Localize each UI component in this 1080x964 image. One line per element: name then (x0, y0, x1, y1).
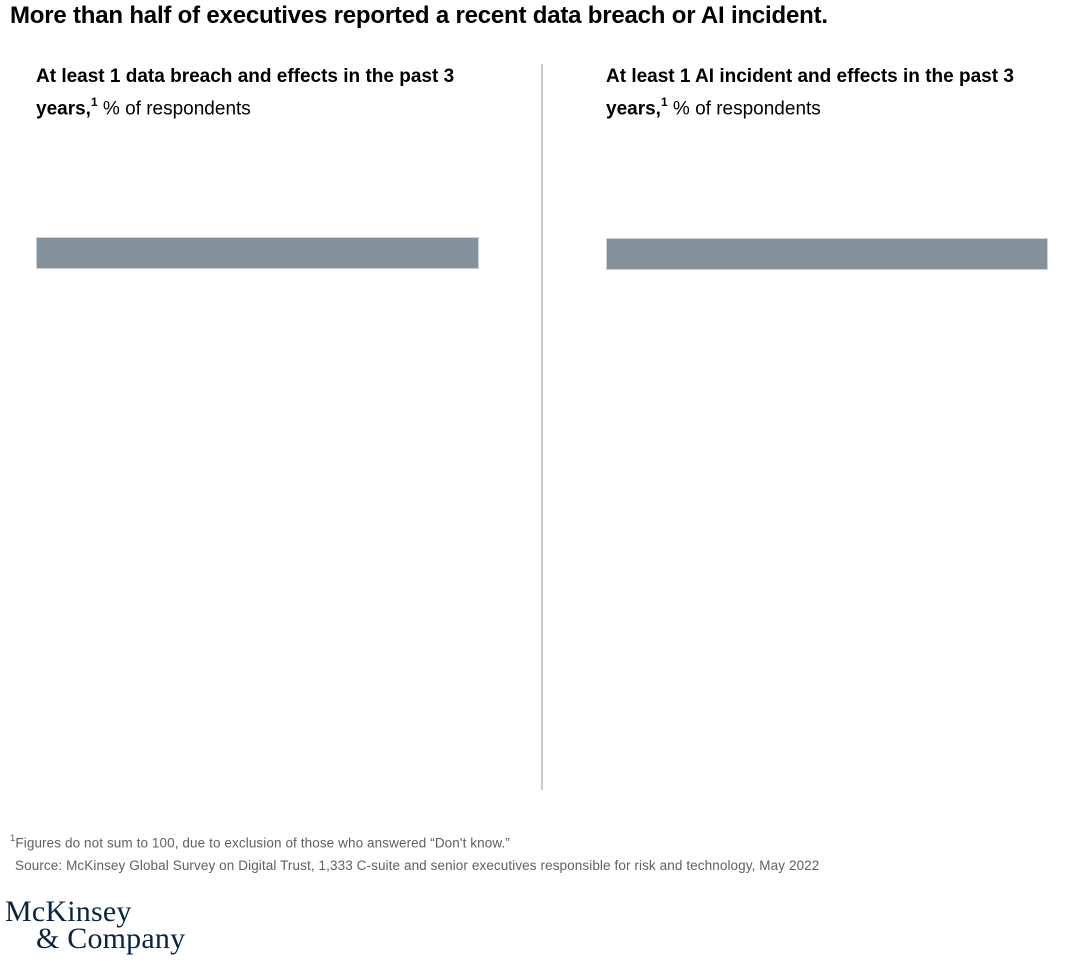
chart-heading-data-breach: At least 1 data breach and effects in th… (36, 63, 468, 122)
panel-divider (541, 64, 543, 790)
footnote-text: Figures do not sum to 100, due to exclus… (15, 835, 510, 851)
mckinsey-company-logo: McKinsey & Company (5, 895, 186, 955)
chart-heading-bold: At least 1 data breach and effects in th… (36, 66, 455, 120)
ai-incident-bar (606, 238, 1048, 270)
footnote-line: 1Figures do not sum to 100, due to exclu… (10, 829, 819, 855)
logo-line-mckinsey: McKinsey (5, 895, 132, 928)
source-line: Source: McKinsey Global Survey on Digita… (15, 857, 820, 873)
chart-heading-unit: % of respondents (667, 98, 821, 120)
chart-heading-ai-incident: At least 1 AI incident and effects in th… (606, 63, 1046, 122)
chart-heading-unit: % of respondents (97, 98, 251, 120)
footnote-marker: 1 (660, 95, 668, 109)
footnotes: 1Figures do not sum to 100, due to exclu… (10, 829, 819, 877)
footnote-marker: 1 (10, 833, 16, 844)
chart-heading-bold: At least 1 AI incident and effects in th… (606, 66, 1014, 120)
logo-line-company: & Company (36, 922, 186, 955)
page-title: More than half of executives reported a … (10, 2, 828, 29)
footnote-marker: 1 (90, 95, 98, 109)
data-breach-bar (36, 237, 479, 269)
